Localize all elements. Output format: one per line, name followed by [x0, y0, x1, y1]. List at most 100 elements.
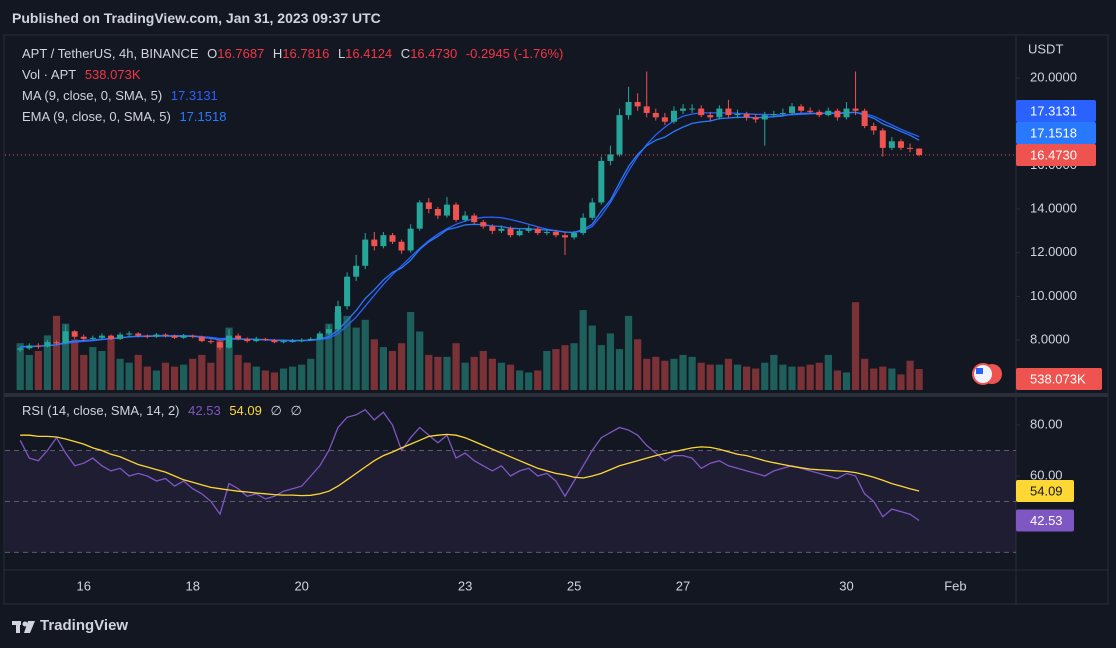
rsi-y-tick-label: 80.00 [1030, 416, 1063, 431]
x-tick-label: 25 [567, 578, 581, 593]
volume-bar [842, 372, 851, 390]
ohlc-prefix: L [337, 46, 346, 61]
candle-body [525, 228, 532, 231]
volume-bar [670, 358, 678, 390]
candle-body [108, 335, 114, 339]
candle-body [670, 110, 677, 122]
candle-body [62, 331, 69, 344]
rsi-line [19, 408, 920, 522]
volume-bar [225, 327, 233, 390]
candle-body [916, 148, 923, 156]
candle-body [743, 114, 750, 118]
chart-frame [3, 34, 1109, 605]
volume-bar [116, 358, 124, 390]
volume-bar [870, 368, 878, 390]
volume-bar [688, 356, 696, 390]
volume-bar [534, 370, 542, 390]
volume-bar [407, 311, 415, 390]
candle-body [643, 106, 650, 113]
volume-bar [743, 366, 751, 390]
candle-body [843, 108, 850, 118]
flag-icon [972, 363, 1002, 385]
volume-bar [298, 364, 306, 390]
brand: TradingView [40, 617, 129, 634]
ema-title: EMA (9, close, 0, SMA, 5) [22, 109, 171, 124]
volume-bar [543, 350, 551, 390]
volume-bar [525, 372, 533, 390]
y-tick-label: 20.0000 [1030, 69, 1077, 84]
volume-bar [615, 349, 624, 390]
volume-bar [815, 362, 823, 390]
candle-body [852, 108, 859, 111]
candle-body [589, 202, 596, 218]
volume-bar [752, 368, 760, 390]
candle-body [135, 333, 142, 336]
candle-body [207, 341, 214, 343]
ema-tag-label: 17.1518 [1030, 125, 1077, 140]
volume-bar [434, 356, 442, 390]
rsi-ma-value: 54.09 [229, 403, 262, 418]
volume-bar [52, 315, 61, 390]
candle-body [689, 108, 696, 110]
volume-bar [43, 335, 52, 390]
close-value: 16.4730 [410, 46, 458, 61]
candle-body [716, 108, 723, 118]
candle-body [162, 334, 169, 336]
open-value: 16.7687 [217, 46, 265, 61]
candle-body [271, 340, 278, 343]
volume-bar [679, 354, 687, 390]
candle-body [98, 335, 105, 338]
x-tick-label: 30 [839, 578, 853, 593]
candle-body [489, 226, 496, 231]
rsi-tag-label: 42.53 [1030, 513, 1063, 528]
volume-bar [316, 339, 324, 390]
candle-body [253, 338, 260, 342]
volume-bar [216, 339, 224, 390]
candle-body [180, 335, 187, 338]
volume-bar [697, 362, 705, 390]
candle-body [816, 111, 823, 116]
price-legend: APT / TetherUS, 4h, BINANCE O16.7687 H16… [22, 43, 568, 127]
volume-bar [606, 333, 614, 390]
candle-body [562, 235, 568, 238]
candle-body [752, 117, 759, 120]
rsi-legend: RSI (14, close, SMA, 14, 2) 42.53 54.09 … [22, 400, 307, 421]
x-tick-label: 20 [294, 578, 308, 593]
ema-tag-box [1016, 122, 1096, 145]
candle-body [389, 235, 396, 242]
candle-body [371, 239, 378, 247]
volume-bar [661, 360, 669, 390]
volume-bar [888, 368, 896, 390]
volume-bar [770, 354, 778, 390]
volume-tag-label: 538.073K [1030, 371, 1086, 386]
volume-bar [861, 358, 869, 390]
ohlc-prefix: O [207, 46, 218, 61]
candle-body [498, 228, 505, 231]
x-tick-label: 16 [77, 578, 91, 593]
candle-body [407, 228, 414, 251]
candle-body [316, 333, 323, 339]
volume-bar [143, 366, 151, 390]
candle-body [26, 345, 33, 349]
candle-body [89, 337, 96, 339]
volume-bar [134, 354, 142, 390]
volume-bar [334, 311, 342, 390]
candle-body [652, 112, 659, 118]
candle-body [516, 230, 523, 236]
candle-body [507, 228, 514, 236]
symbol: APT / TetherUS, 4h, BINANCE [22, 46, 199, 61]
candle-body [262, 338, 269, 341]
candle-body [607, 154, 614, 161]
candle-body [779, 112, 786, 115]
change: -0.2945 (-1.76%) [465, 46, 564, 61]
candle-body [770, 114, 777, 116]
x-tick-label: 23 [458, 578, 472, 593]
candle-body [680, 108, 687, 111]
volume-bar [597, 345, 605, 390]
volume-bar [643, 358, 651, 390]
volume-bar [425, 354, 433, 390]
low-value: 16.4124 [345, 46, 393, 61]
volume-bar [470, 356, 478, 390]
volume-bar [833, 370, 841, 390]
